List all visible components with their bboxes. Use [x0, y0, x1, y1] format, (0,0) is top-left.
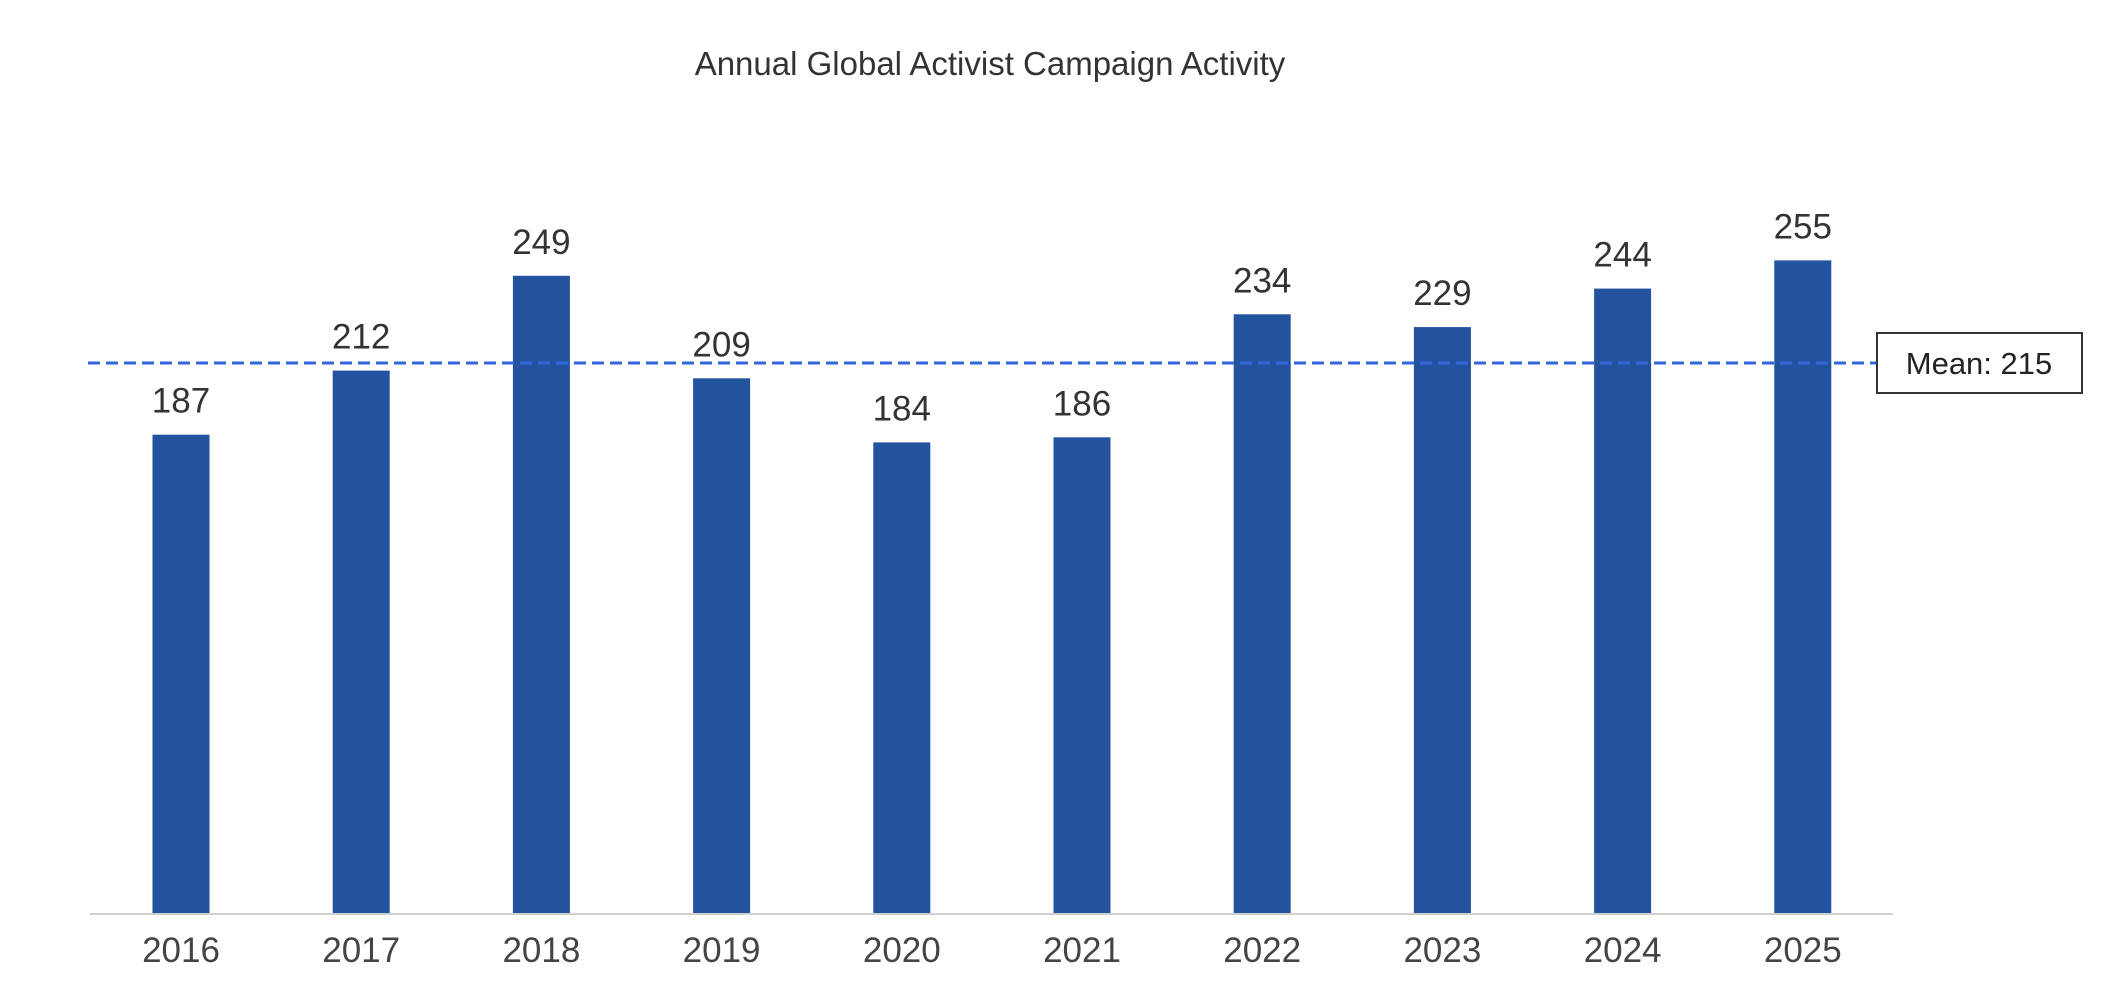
- x-tick-label-2019: 2019: [683, 931, 761, 970]
- x-tick-label-2018: 2018: [502, 931, 580, 970]
- bars-layer: [152, 260, 1832, 915]
- value-label-2023: 229: [1413, 274, 1471, 313]
- bar-2021: [1053, 437, 1111, 914]
- value-label-2021: 186: [1053, 384, 1111, 423]
- bar-2025: [1774, 260, 1832, 914]
- x-tick-label-2022: 2022: [1223, 931, 1301, 970]
- value-label-2016: 187: [152, 382, 210, 421]
- chart-title: Annual Global Activist Campaign Activity: [695, 45, 1286, 82]
- value-label-2024: 244: [1593, 236, 1651, 275]
- bar-2024: [1594, 288, 1652, 915]
- value-label-2019: 209: [692, 325, 750, 364]
- mean-label-box: Mean: 215: [1876, 332, 2083, 394]
- x-tick-label-2021: 2021: [1043, 931, 1121, 970]
- x-tick-label-2020: 2020: [863, 931, 941, 970]
- bar-2023: [1413, 327, 1471, 915]
- x-tick-labels-layer: 2016 2017 2018 2019 2020 2021 2022 2023 2024 2025: [142, 931, 1842, 970]
- x-tick-label-2025: 2025: [1764, 931, 1842, 970]
- value-label-2018: 249: [512, 223, 570, 262]
- bar-2022: [1233, 314, 1291, 914]
- value-label-2025: 255: [1774, 207, 1832, 246]
- x-tick-label-2023: 2023: [1403, 931, 1481, 970]
- bar-2019: [693, 378, 751, 914]
- x-tick-label-2024: 2024: [1584, 931, 1662, 970]
- x-tick-label-2017: 2017: [322, 931, 400, 970]
- bar-2016: [152, 434, 210, 914]
- mean-label-frame: [1876, 332, 2083, 394]
- value-labels-layer: 187 212 249 209 184 186 234 229 244 255: [152, 207, 1832, 428]
- value-label-2017: 212: [332, 318, 390, 357]
- mean-label-text: Mean: 215: [1906, 346, 2053, 381]
- x-tick-label-2016: 2016: [142, 931, 220, 970]
- bar-2020: [873, 442, 931, 914]
- value-label-2020: 184: [873, 389, 931, 428]
- bar-2017: [332, 370, 390, 915]
- bar-2018: [512, 275, 570, 914]
- value-label-2022: 234: [1233, 261, 1291, 300]
